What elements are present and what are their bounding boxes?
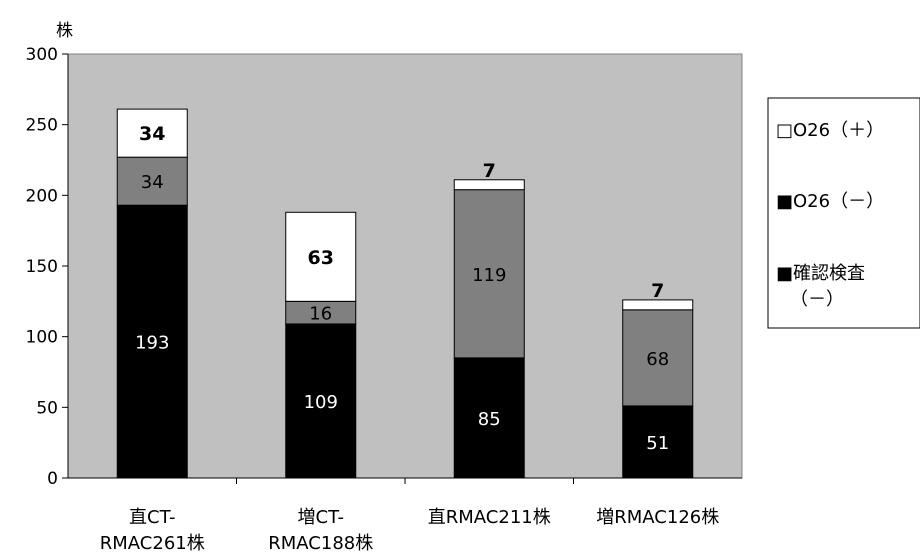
y-tick-label: 150 xyxy=(26,257,58,277)
legend-entry: ■確認検査 xyxy=(776,263,865,284)
y-tick-label: 300 xyxy=(26,45,58,65)
data-label: 85 xyxy=(478,409,501,430)
y-tick-label: 200 xyxy=(26,186,58,206)
y-tick-label: 0 xyxy=(47,469,58,489)
legend-entry: （－） xyxy=(790,289,844,310)
data-label: 34 xyxy=(139,123,165,145)
y-tick-label: 100 xyxy=(26,328,58,348)
x-category-label: RMAC261株 xyxy=(100,533,205,554)
x-category-label: RMAC188株 xyxy=(268,533,373,554)
data-label: 68 xyxy=(646,349,669,370)
data-label: 63 xyxy=(308,247,334,269)
data-label: 193 xyxy=(135,333,169,354)
x-category-label: 直RMAC211株 xyxy=(428,507,551,528)
data-label: 7 xyxy=(483,160,496,182)
data-label: 7 xyxy=(651,280,664,302)
x-category-label: 増CT- xyxy=(298,507,344,528)
x-category-label: 増RMAC126株 xyxy=(596,507,719,528)
y-axis-unit-label: 株 xyxy=(56,21,73,41)
x-category-label: 直CT- xyxy=(129,507,175,528)
y-tick-label: 50 xyxy=(36,398,58,418)
data-label: 34 xyxy=(141,172,164,193)
data-label: 109 xyxy=(304,392,338,413)
data-label: 51 xyxy=(646,433,669,454)
legend-entry: □O26（＋） xyxy=(776,120,884,141)
y-tick-label: 250 xyxy=(26,116,58,136)
data-label: 16 xyxy=(309,304,332,325)
legend-entry: ■O26（－） xyxy=(776,191,884,212)
data-label: 119 xyxy=(472,265,506,286)
